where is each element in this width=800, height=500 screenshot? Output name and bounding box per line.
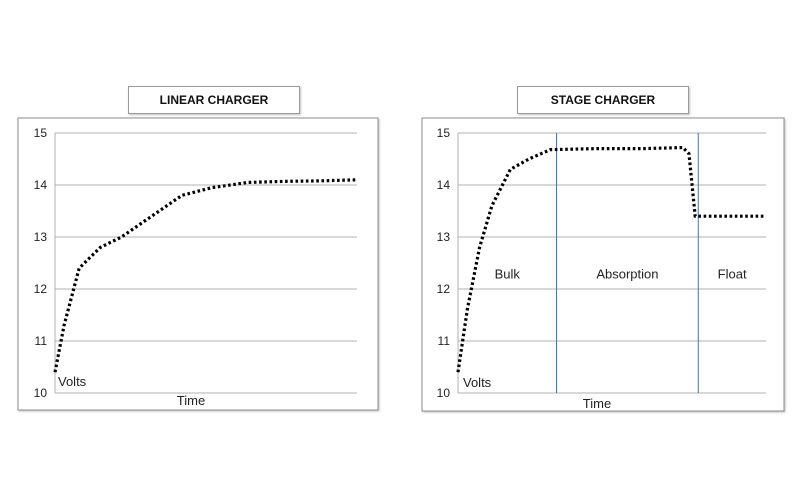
linear-charger-title: LINEAR CHARGER [128, 86, 300, 114]
linear-y-tick-label: 15 [34, 126, 48, 140]
linear-y-tick-label: 12 [34, 282, 48, 296]
stage-charger-title: STAGE CHARGER [517, 86, 689, 114]
linear-voltage-line [53, 178, 358, 373]
stage-x-axis-label: Time [583, 396, 611, 411]
stage-chart-frame [421, 117, 785, 412]
stage-y-tick-label: 15 [437, 126, 451, 140]
linear-y-tick-label: 14 [34, 178, 48, 192]
stage-y-tick-label: 13 [437, 230, 451, 244]
stage-y-tick-label: 10 [437, 386, 451, 400]
stage-y-axis-label: Volts [463, 375, 492, 390]
linear-chart-frame [17, 117, 379, 411]
linear-x-axis-label: Time [177, 393, 205, 408]
linear-y-tick-label: 11 [35, 334, 48, 348]
stage-label-bulk: Bulk [495, 267, 521, 282]
stage-y-tick-label: 12 [437, 282, 451, 296]
stage-voltage-line [456, 145, 766, 373]
stage-label-absorption: Absorption [596, 267, 658, 282]
stage-y-tick-label: 11 [438, 334, 451, 348]
linear-y-tick-label: 10 [34, 386, 48, 400]
linear-y-tick-label: 13 [34, 230, 48, 244]
stage-y-tick-label: 14 [437, 178, 451, 192]
linear-y-axis-label: Volts [58, 374, 87, 389]
stage-label-float: Float [718, 267, 747, 282]
